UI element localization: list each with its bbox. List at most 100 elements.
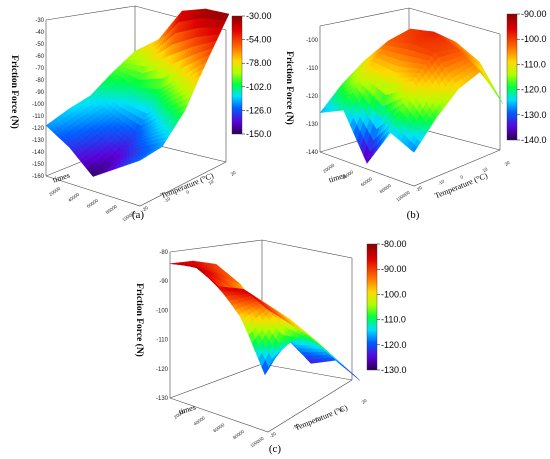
colorbar-tick-label: -30.00 (246, 11, 272, 21)
z-tick-label: -120 (32, 126, 45, 132)
colorbar-tick-label: -150.0 (246, 129, 272, 139)
y-tick-label: -20 (141, 205, 150, 213)
panel-c-x-axis-label: times (178, 403, 197, 417)
colorbar-tick-label: -130.0 (381, 365, 407, 375)
panel-c-colorbar-ticks: -80.00 -90.00 -100.0 -110.0 -120.0 -130.0 (377, 239, 407, 375)
y-tick-label: -10 (163, 196, 172, 204)
y-tick-label: 0 (185, 189, 190, 195)
colorbar-tick-label: -120.0 (521, 85, 547, 95)
y-tick-label: 10 (482, 166, 489, 173)
y-tick-label: 10 (338, 406, 345, 413)
x-tick-label: 60000 (360, 176, 374, 188)
colorbar-tick-label: -120.0 (381, 340, 407, 350)
panel-a-colorbar (231, 15, 243, 135)
colorbar-tick-label: -90.00 (521, 9, 547, 19)
panel-c-surface (169, 260, 361, 381)
panel-c-z-axis-label: Friction Force (N) (134, 283, 145, 357)
x-tick-label: 100000 (249, 435, 265, 448)
z-tick-label: -120 (156, 367, 169, 373)
z-tick-label: -130 (156, 396, 169, 402)
z-tick-label: -110 (156, 338, 168, 344)
z-tick-label: -150 (32, 162, 45, 168)
colorbar-tick-label: -110.0 (381, 315, 406, 325)
x-tick-label: 20000 (173, 408, 187, 420)
z-tick-label: -40 (35, 30, 44, 36)
z-tick-label: -100 (32, 102, 45, 108)
colorbar-tick-label: -78.00 (246, 58, 272, 68)
y-tick-label: 20 (230, 170, 237, 177)
z-tick-label: -30 (35, 18, 44, 24)
z-tick-label: -90 (159, 279, 168, 285)
panel-b: -100-110-120-130-140 2000040000600008000… (284, 7, 547, 221)
colorbar-tick-label: -140.0 (521, 135, 547, 145)
panel-b-y-ticks: -20 -10 0 10 20 (415, 160, 511, 193)
x-tick-label: 40000 (67, 191, 81, 203)
surface-cell (136, 158, 144, 162)
panel-a-z-axis-label: Friction Force (N) (9, 55, 20, 129)
surface-cell (264, 306, 272, 312)
panel-b-colorbar-ticks: -90.00 -100.0 -110.0 -120.0 -130.0 -140.0 (517, 9, 547, 145)
z-tick-label: -60 (35, 54, 44, 60)
z-tick-label: -50 (35, 42, 44, 48)
z-tick-label: -130 (306, 122, 319, 128)
y-tick-label: -20 (269, 431, 278, 439)
x-tick-label: 60000 (212, 422, 226, 434)
panel-b-surface (319, 28, 504, 164)
y-tick-label: -10 (292, 422, 301, 430)
panel-a-colorbar-ticks: -30.00 -54.00 -78.00 -102.0 -126.0 -150.0 (242, 11, 272, 139)
y-tick-label: 10 (208, 179, 215, 186)
z-tick-label: -80 (35, 78, 44, 84)
colorbar-tick-label: -100.0 (521, 34, 547, 44)
colorbar-tick-label: -90.00 (381, 264, 407, 274)
x-tick-label: 20000 (48, 185, 62, 197)
x-tick-label: 80000 (105, 203, 119, 215)
x-tick-label: 80000 (379, 183, 393, 195)
colorbar-tick-label: -130.0 (521, 110, 547, 120)
x-tick-label: 40000 (193, 415, 207, 427)
colorbar-tick-label: -110.0 (521, 59, 546, 69)
panel-c-y-axis-label: Temperature (°C) (293, 403, 349, 433)
z-tick-label: -100 (156, 308, 169, 314)
y-tick-label: 20 (361, 398, 368, 405)
panel-c-z-ticks: -80 -90 -100 -110 -120 -130 (156, 250, 169, 402)
z-tick-label: -90 (35, 90, 44, 96)
colorbar-tick-label: -54.00 (246, 35, 272, 45)
colorbar-tick-label: -100.0 (381, 289, 407, 299)
colorbar-tick-label: -102.0 (246, 82, 272, 92)
z-tick-label: -110 (32, 114, 44, 120)
y-tick-label: -20 (415, 185, 424, 193)
y-tick-label: -10 (437, 178, 446, 186)
x-tick-label: 20000 (322, 162, 336, 174)
z-tick-label: -120 (306, 94, 319, 100)
z-tick-label: -80 (159, 250, 168, 256)
panel-c-colorbar (366, 243, 378, 371)
panel-c-letter: (c) (269, 443, 282, 455)
y-tick-label: 20 (504, 160, 511, 167)
x-tick-label: 40000 (341, 169, 355, 181)
panel-a: -30-40-50-60-70-80-90-100-110-120-130-14… (9, 5, 272, 222)
x-tick-label: 80000 (232, 429, 246, 441)
panel-b-letter: (b) (407, 209, 420, 221)
z-tick-label: -140 (32, 150, 45, 156)
panel-b-z-ticks: -100 -110 -120 -130 -140 (306, 38, 319, 156)
panel-a-y-axis-label: Temperature (°C) (159, 171, 215, 201)
y-tick-label: 0 (459, 174, 464, 180)
z-tick-label: -140 (306, 150, 319, 156)
panel-a-z-ticks: -30 -40 -50 -60 -70 -80 -90 -100 -110 -120 -130 -14… (32, 18, 45, 180)
panel-b-z-axis-label: Friction Force (N) (284, 51, 295, 125)
z-tick-label: -110 (306, 66, 318, 72)
panel-b-colorbar (506, 13, 518, 141)
z-tick-label: -130 (32, 138, 45, 144)
x-tick-label: 100000 (395, 189, 411, 202)
panel-a-surface (45, 8, 230, 177)
panel-c: -80-90-100-110-120-130 20000400006000080… (134, 239, 407, 455)
colorbar-tick-label: -80.00 (381, 239, 407, 249)
x-tick-label: 60000 (86, 197, 100, 209)
y-tick-label: 0 (315, 416, 320, 422)
panel-c-axes-box (169, 239, 353, 433)
z-tick-label: -100 (306, 38, 319, 44)
panel-a-y-ticks: -20 -10 0 10 20 (141, 170, 237, 213)
panel-c-y-ticks: -20 -10 0 10 20 (269, 398, 368, 439)
surface-cell (410, 143, 418, 153)
colorbar-tick-label: -126.0 (246, 105, 272, 115)
